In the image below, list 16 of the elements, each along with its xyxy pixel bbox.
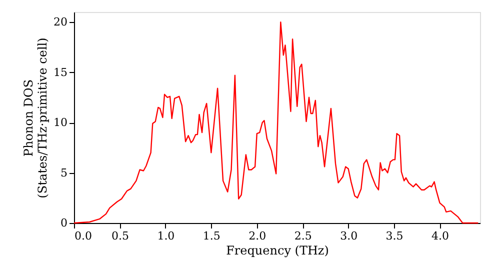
y-tick-label: 20 [54, 16, 68, 29]
y-tick-label: 0 [60, 216, 68, 230]
x-tick-label: 3.0 [340, 230, 358, 242]
x-axis-title: Frequency (THz) [226, 244, 329, 258]
x-tick-label: 2.5 [294, 230, 312, 242]
x-tick-label: 2.0 [248, 230, 266, 242]
y-tick-label: 15 [54, 66, 68, 79]
y-axis-title: Phonon DOS (States/THz·primitive cell) [22, 38, 50, 198]
y-tick-label: 5 [60, 166, 68, 180]
x-tick-label: 1.5 [202, 230, 220, 242]
x-tick-label: 1.0 [157, 230, 175, 242]
y-tick-label: 10 [54, 116, 68, 130]
x-tick-label: 4.0 [432, 230, 450, 242]
x-tick-label: 0.0 [74, 230, 92, 242]
x-tick-label: 0.5 [111, 230, 129, 242]
x-tick-label: 3.5 [386, 230, 404, 242]
